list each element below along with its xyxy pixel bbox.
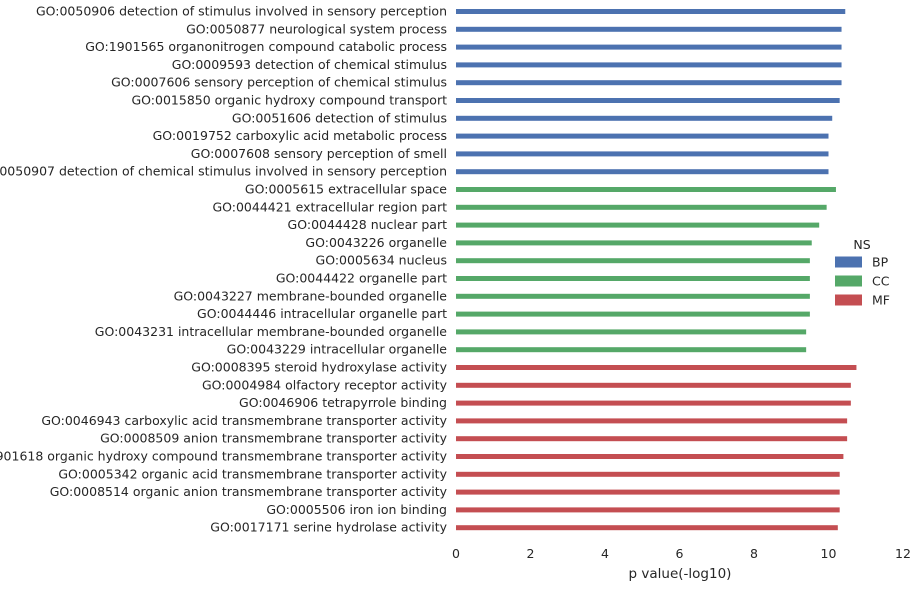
x-tick-label: 10 [821,546,837,561]
category-label: GO:0007606 sensory perception of chemica… [111,75,447,90]
bar-bp [456,151,829,157]
category-label: GO:0008514 organic anion transmembrane t… [50,484,448,499]
category-label: GO:0043229 intracellular organelle [227,342,448,357]
bar-mf [456,382,851,388]
category-label: GO:0050877 neurological system process [186,21,447,36]
category-labels: GO:0050906 detection of stimulus involve… [0,4,448,535]
bar-cc [456,187,836,192]
legend-label-cc: CC [872,274,890,289]
category-label: GO:0015850 organic hydroxy compound tran… [131,93,447,108]
bar-mf [456,525,838,531]
x-tick-label: 2 [527,546,535,561]
bar-bp [456,26,842,32]
bar-mf [456,489,840,495]
x-axis-title: p value(-log10) [629,566,732,582]
legend-label-bp: BP [872,255,889,270]
legend-swatch-bp [835,256,862,268]
category-label: GO:0009593 detection of chemical stimulu… [172,57,447,72]
category-label: GO:0044428 nuclear part [288,217,448,232]
bar-cc [456,347,807,353]
category-label: GO:0005342 organic acid transmembrane tr… [58,466,447,481]
bar-cc [456,204,827,210]
category-label: GO:0043227 membrane-bounded organelle [174,288,448,303]
category-label: GO:0043226 organelle [305,235,447,250]
legend-title: NS [853,237,870,252]
bars-layer [456,9,857,531]
bar-cc [456,311,810,317]
category-label: GO:0044446 intracellular organelle part [197,306,447,321]
category-label: GO:0004984 olfactory receptor activity [202,377,448,392]
category-label: GO:0046906 tetrapyrrole binding [239,395,447,410]
x-tick-label: 8 [750,546,758,561]
category-label: GO:0005634 nucleus [316,253,447,268]
category-label: GO:0017171 serine hydrolase activity [210,520,447,535]
x-tick-label: 4 [601,546,609,561]
x-tick-label: 0 [452,546,460,561]
bar-mf [456,454,844,459]
category-label: GO:0005615 extracellular space [245,182,447,197]
category-label: GO:0050907 detection of chemical stimulu… [0,164,447,179]
bar-bp [456,169,829,175]
bar-cc [456,240,812,246]
bar-cc [456,276,810,281]
legend-label-mf: MF [872,293,890,308]
category-label: GO:0044422 organelle part [276,271,447,286]
bar-bp [456,9,846,14]
bar-cc [456,329,807,335]
category-label: GO:0008395 steroid hydroxylase activity [191,360,447,375]
bar-cc [456,293,810,299]
bar-bp [456,98,840,103]
bar-bp [456,115,833,121]
bar-bp [456,44,842,50]
bar-mf [456,365,857,370]
category-label: GO:0046943 carboxylic acid transmembrane… [41,413,447,428]
legend-swatch-mf [835,294,862,306]
category-label: GO:0019752 carboxylic acid metabolic pro… [153,128,447,143]
category-label: GO:0044421 extracellular region part [212,199,447,214]
category-label: GO:0007608 sensory perception of smell [191,146,447,161]
x-tick-label: 6 [676,546,684,561]
category-label: GO:1901565 organonitrogen compound catab… [85,39,447,54]
legend-swatch-cc [835,275,862,287]
bar-mf [456,507,840,513]
category-label: GO:0008509 anion transmembrane transport… [100,431,447,446]
bar-cc [456,222,820,228]
legend: NS BP CC MF [835,237,890,308]
bar-bp [456,62,842,68]
bar-cc [456,258,810,264]
bar-mf [456,418,848,424]
category-label: GO:1901618 organic hydroxy compound tran… [0,449,448,464]
x-tick-label: 12 [895,546,911,561]
bar-bp [456,80,842,86]
category-label: GO:0043231 intracellular membrane-bounde… [95,324,448,339]
x-axis: p value(-log10) 0 2 4 6 8 10 12 [452,546,911,582]
bar-mf [456,471,840,477]
category-label: GO:0050906 detection of stimulus involve… [36,4,447,19]
category-label: GO:0051606 detection of stimulus [232,110,447,125]
bar-mf [456,400,851,406]
bar-bp [456,133,829,139]
category-label: GO:0005506 iron ion binding [266,502,447,517]
bar-mf [456,436,848,442]
